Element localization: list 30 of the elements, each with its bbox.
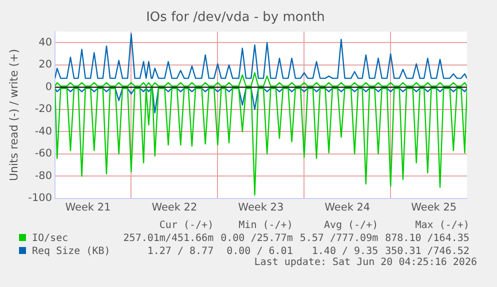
y-tick-label: -40: [34, 125, 52, 138]
text: 5.57 /777.09m: [298, 232, 378, 245]
text: 1.40 / 9.35: [310, 245, 378, 257]
text: 257.01m/451.66m: [122, 232, 214, 245]
y-axis-title: Units read (-) / write (+): [7, 48, 20, 182]
x-tick-label: Week 22: [152, 201, 198, 214]
text: Avg (-/+): [322, 219, 378, 232]
text: Max (-/+): [414, 219, 470, 232]
text: Min (-/+): [238, 219, 293, 232]
text: 1.27 / 8.77: [146, 245, 214, 258]
x-tick-label: Week 23: [238, 201, 284, 214]
x-tick-label: Week 24: [324, 201, 370, 214]
y-tick-label: 20: [38, 58, 52, 71]
text: 0.00 /25.77m: [220, 232, 293, 245]
text: 0.00 / 6.01: [226, 245, 293, 257]
text: Last update: Sat Jun 20 04:25:16 2026: [254, 257, 477, 268]
y-tick-label: -60: [34, 148, 52, 160]
chart-title: IOs for /dev/vda - by month: [146, 10, 325, 26]
text: Cur (-/+): [158, 219, 214, 232]
legend-label: IO/sec: [31, 232, 70, 245]
x-tick-label: Week 25: [411, 201, 457, 214]
text: 878.10 /164.35: [384, 232, 470, 245]
y-tick-label: -100: [28, 192, 52, 204]
x-tick-label: Week 21: [65, 201, 111, 214]
y-tick-label: 40: [38, 36, 52, 48]
text: 350.31 /746.52: [384, 245, 470, 258]
y-tick-label: -20: [34, 103, 52, 116]
y-tick-label: 0: [45, 80, 52, 93]
legend-label: Req Size (KB): [31, 245, 112, 258]
y-tick-label: -80: [34, 170, 52, 182]
